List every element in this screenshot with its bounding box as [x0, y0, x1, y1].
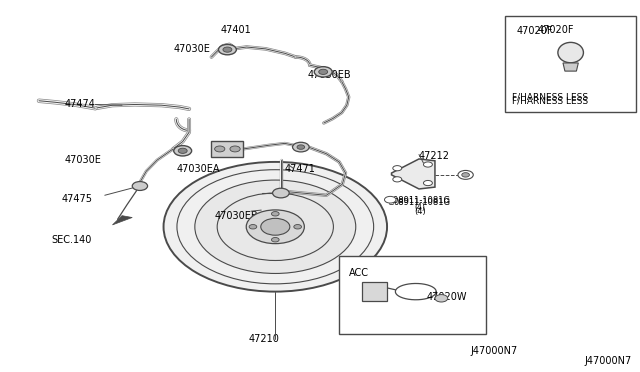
Text: ACC: ACC — [349, 267, 369, 278]
Circle shape — [314, 67, 332, 77]
Circle shape — [230, 146, 240, 152]
Circle shape — [424, 180, 433, 186]
Text: 47020F: 47020F — [537, 25, 573, 35]
Circle shape — [294, 225, 301, 229]
Circle shape — [385, 196, 396, 203]
Circle shape — [195, 180, 356, 273]
Text: 47030EB: 47030EB — [307, 70, 351, 80]
Circle shape — [260, 218, 290, 235]
Text: 47474: 47474 — [65, 99, 95, 109]
Circle shape — [292, 142, 309, 152]
Text: 47471: 47471 — [285, 164, 316, 174]
Circle shape — [297, 145, 305, 149]
Circle shape — [214, 146, 225, 152]
Circle shape — [271, 237, 279, 242]
Circle shape — [249, 225, 257, 229]
Text: F/HARNESS LESS: F/HARNESS LESS — [511, 93, 588, 102]
Circle shape — [218, 44, 236, 55]
Circle shape — [462, 173, 469, 177]
Ellipse shape — [558, 42, 584, 63]
Circle shape — [132, 182, 148, 190]
Text: 47030EA: 47030EA — [176, 164, 220, 174]
Circle shape — [164, 162, 387, 292]
Polygon shape — [113, 216, 132, 225]
Text: 47020F: 47020F — [516, 26, 553, 36]
Text: (4): (4) — [414, 208, 426, 217]
Text: N: N — [388, 197, 392, 202]
Text: 47030EB: 47030EB — [214, 211, 259, 221]
Circle shape — [271, 212, 279, 216]
Bar — [362, 282, 387, 301]
Polygon shape — [563, 63, 579, 71]
Bar — [339, 256, 486, 334]
Bar — [505, 16, 636, 112]
Text: 47401: 47401 — [221, 25, 252, 35]
Text: 08911-1081G: 08911-1081G — [394, 198, 451, 207]
Text: (4): (4) — [414, 203, 425, 212]
Text: SEC.140: SEC.140 — [52, 235, 92, 245]
Text: F/HARNESS LESS: F/HARNESS LESS — [511, 96, 588, 105]
Circle shape — [458, 170, 473, 179]
Bar — [211, 141, 243, 157]
Circle shape — [273, 188, 289, 198]
Circle shape — [424, 162, 433, 167]
Circle shape — [319, 69, 328, 74]
Text: 47475: 47475 — [61, 194, 92, 204]
Text: 47210: 47210 — [248, 334, 279, 344]
Circle shape — [178, 148, 187, 153]
Text: 47030E: 47030E — [65, 155, 101, 165]
Text: J47000N7: J47000N7 — [584, 356, 632, 366]
Text: 47030E: 47030E — [173, 44, 210, 54]
Circle shape — [393, 166, 402, 171]
Circle shape — [173, 145, 191, 156]
Circle shape — [435, 295, 448, 302]
Circle shape — [393, 177, 402, 182]
Text: 47020W: 47020W — [427, 292, 467, 302]
Polygon shape — [392, 159, 435, 189]
Text: J47000N7: J47000N7 — [470, 346, 517, 356]
Text: ⓝ08911-1081G: ⓝ08911-1081G — [389, 195, 451, 204]
Circle shape — [223, 47, 232, 52]
Text: 47212: 47212 — [419, 151, 450, 161]
Circle shape — [246, 210, 305, 244]
